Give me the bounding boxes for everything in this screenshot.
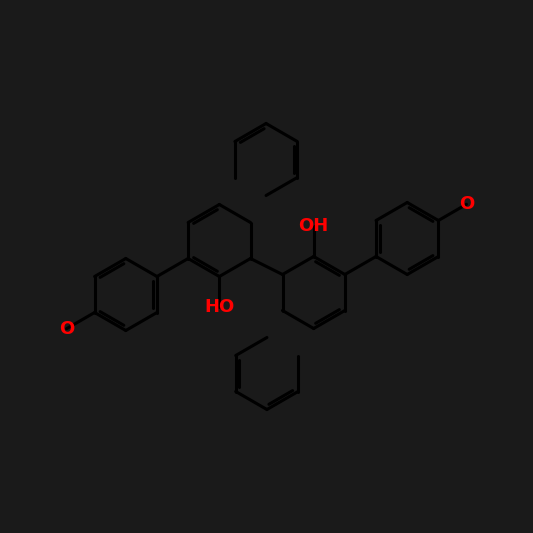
- Text: O: O: [459, 195, 474, 213]
- Text: OH: OH: [298, 217, 329, 235]
- Text: HO: HO: [204, 298, 235, 316]
- Text: O: O: [59, 320, 74, 338]
